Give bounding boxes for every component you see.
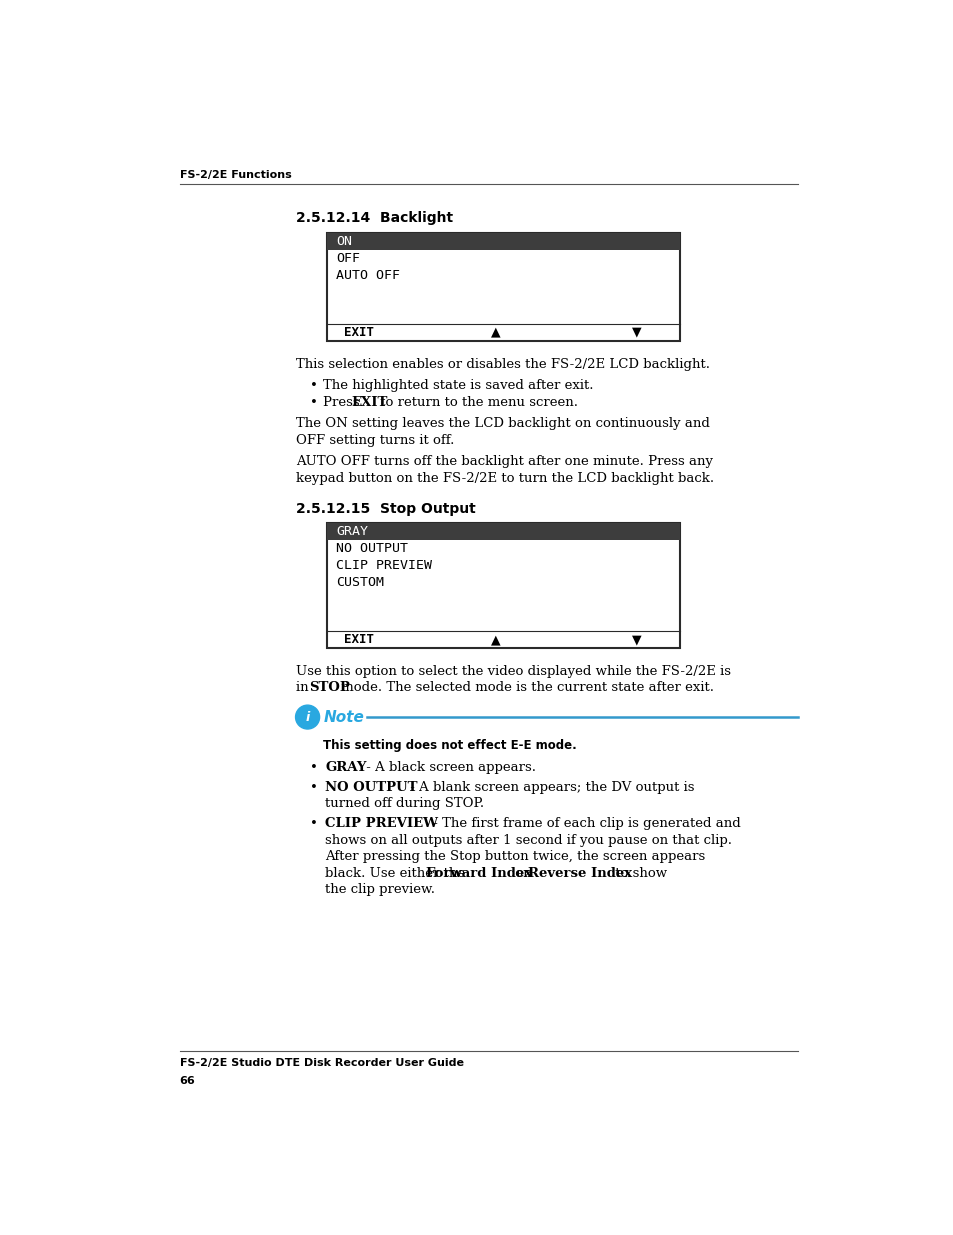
Text: This selection enables or disables the FS-2/2E LCD backlight.: This selection enables or disables the F…	[295, 358, 709, 370]
Bar	[327, 233, 679, 341]
Text: Use this option to select the video displayed while the FS-2/2E is: Use this option to select the video disp…	[295, 664, 730, 678]
Text: to return to the menu screen.: to return to the menu screen.	[375, 395, 578, 409]
Text: AUTO OFF turns off the backlight after one minute. Press any: AUTO OFF turns off the backlight after o…	[295, 456, 712, 468]
Text: EXIT: EXIT	[344, 326, 374, 338]
Text: ▲: ▲	[491, 326, 500, 338]
Text: NO OUTPUT: NO OUTPUT	[335, 542, 408, 556]
Text: i: i	[305, 710, 310, 724]
Text: CUSTOM: CUSTOM	[335, 576, 384, 589]
Text: NO OUTPUT: NO OUTPUT	[325, 781, 417, 794]
Text: ON: ON	[335, 235, 352, 248]
Text: FS-2/2E Functions: FS-2/2E Functions	[179, 169, 292, 180]
Text: •: •	[310, 379, 317, 393]
Text: •: •	[310, 818, 317, 830]
Text: 66: 66	[179, 1076, 195, 1086]
Text: FS-2/2E Studio DTE Disk Recorder User Guide: FS-2/2E Studio DTE Disk Recorder User Gu…	[179, 1057, 463, 1067]
Text: to show: to show	[611, 867, 667, 879]
Text: the clip preview.: the clip preview.	[325, 883, 435, 897]
Text: GRAY: GRAY	[335, 525, 368, 538]
Text: After pressing the Stop button twice, the screen appears: After pressing the Stop button twice, th…	[325, 851, 705, 863]
Text: EXIT: EXIT	[351, 395, 387, 409]
Text: AUTO OFF: AUTO OFF	[335, 269, 400, 282]
Text: OFF: OFF	[335, 252, 360, 264]
Text: GRAY: GRAY	[325, 761, 367, 774]
Text: The ON setting leaves the LCD backlight on continuously and: The ON setting leaves the LCD backlight …	[295, 417, 709, 430]
Circle shape	[295, 705, 319, 729]
Text: OFF setting turns it off.: OFF setting turns it off.	[295, 433, 454, 447]
Text: •: •	[310, 781, 317, 794]
Text: CLIP PREVIEW: CLIP PREVIEW	[335, 559, 432, 572]
Text: •: •	[310, 761, 317, 774]
Text: shows on all outputs after 1 second if you pause on that clip.: shows on all outputs after 1 second if y…	[325, 834, 732, 847]
Bar	[327, 524, 679, 540]
Text: ▼: ▼	[632, 326, 641, 338]
Text: - A black screen appears.: - A black screen appears.	[361, 761, 536, 774]
Text: This setting does not effect E-E mode.: This setting does not effect E-E mode.	[323, 739, 577, 752]
Text: turned off during STOP.: turned off during STOP.	[325, 798, 484, 810]
Text: STOP: STOP	[309, 682, 350, 694]
Text: The highlighted state is saved after exit.: The highlighted state is saved after exi…	[323, 379, 593, 393]
Text: keypad button on the FS-2/2E to turn the LCD backlight back.: keypad button on the FS-2/2E to turn the…	[295, 472, 714, 485]
Text: ▲: ▲	[491, 634, 500, 646]
Bar	[327, 233, 679, 249]
Text: - A blank screen appears; the DV output is: - A blank screen appears; the DV output …	[406, 781, 694, 794]
Text: EXIT: EXIT	[344, 634, 374, 646]
Text: or: or	[510, 867, 533, 879]
Text: in: in	[295, 682, 313, 694]
Bar	[327, 524, 679, 648]
Text: Press: Press	[323, 395, 363, 409]
Text: Note: Note	[323, 710, 364, 725]
Text: CLIP PREVIEW: CLIP PREVIEW	[325, 818, 438, 830]
Text: mode. The selected mode is the current state after exit.: mode. The selected mode is the current s…	[336, 682, 713, 694]
Text: 2.5.12.15  Stop Output: 2.5.12.15 Stop Output	[295, 501, 476, 516]
Text: - The first frame of each clip is generated and: - The first frame of each clip is genera…	[429, 818, 740, 830]
Text: Forward Index: Forward Index	[426, 867, 532, 879]
Text: ▼: ▼	[632, 634, 641, 646]
Text: black. Use either the: black. Use either the	[325, 867, 469, 879]
Text: 2.5.12.14  Backlight: 2.5.12.14 Backlight	[295, 211, 453, 225]
Text: Reverse Index: Reverse Index	[527, 867, 631, 879]
Text: •: •	[310, 395, 317, 409]
